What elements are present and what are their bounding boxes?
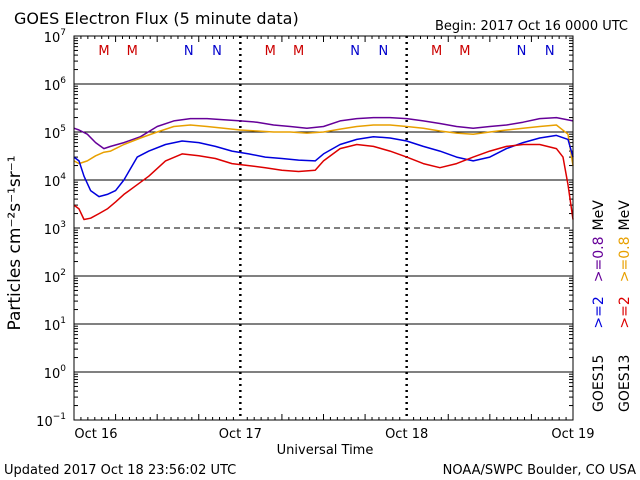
marker-n: N [184, 44, 194, 59]
plot-area [73, 35, 574, 421]
legend-column-goes13: GOES13 >=2 >=0.8 MeV [617, 200, 633, 412]
y-tick-label: 100 [44, 364, 67, 382]
legend-entry: >=2 [591, 296, 607, 328]
legend: GOES15 >=2 >=0.8 MeV GOES13 >=2 >=0.8 MeV [591, 200, 633, 412]
marker-m: M [459, 44, 470, 59]
legend-unit: MeV [591, 200, 607, 231]
begin-time: Begin: 2017 Oct 16 0000 UTC [435, 19, 628, 34]
credit: NOAA/SWPC Boulder, CO USA [443, 463, 636, 478]
series-line-4 [73, 143, 574, 221]
x-axis-label: Universal Time [277, 443, 374, 458]
series-line-3 [73, 134, 574, 198]
series-line-2 [73, 124, 574, 166]
x-tick-label: Oct 16 [74, 427, 117, 442]
marker-m: M [293, 44, 304, 59]
legend-entry: >=2 [617, 296, 633, 328]
x-tick-label: Oct 17 [219, 427, 262, 442]
marker-m: M [265, 44, 276, 59]
legend-entry: >=0.8 [591, 236, 607, 282]
x-tick-labels: Oct 16 Oct 17 Oct 18 Oct 19 [74, 427, 594, 442]
legend-satellite-label: GOES15 [591, 355, 607, 412]
y-tick-label: 107 [44, 28, 66, 46]
marker-n: N [517, 44, 527, 59]
y-tick-label: 10−1 [36, 412, 66, 430]
legend-unit: MeV [617, 200, 633, 231]
legend-satellite-label: GOES13 [617, 355, 633, 412]
updated-time: Updated 2017 Oct 18 23:56:02 UTC [4, 463, 236, 478]
marker-m: M [431, 44, 442, 59]
marker-n: N [379, 44, 389, 59]
marker-n: N [350, 44, 360, 59]
series-line-1 [73, 116, 574, 150]
y-tick-label: 105 [44, 124, 66, 142]
y-tick-label: 103 [44, 220, 66, 238]
series-lines [73, 116, 574, 221]
y-tick-label: 101 [44, 316, 66, 334]
legend-entry: >=0.8 [617, 236, 633, 282]
marker-n: N [545, 44, 555, 59]
grid-lines [74, 36, 573, 420]
x-tick-label: Oct 18 [385, 427, 428, 442]
marker-n: N [212, 44, 222, 59]
marker-m: M [127, 44, 138, 59]
chart-title: GOES Electron Flux (5 minute data) [14, 9, 299, 28]
y-tick-labels: 107 106 105 104 103 102 101 100 10−1 [36, 28, 66, 430]
x-tick-label: Oct 19 [551, 427, 594, 442]
marker-m: M [98, 44, 109, 59]
y-tick-label: 104 [44, 172, 67, 190]
legend-column-goes15: GOES15 >=2 >=0.8 MeV [591, 200, 607, 412]
y-tick-label: 106 [44, 76, 67, 94]
y-axis-label: Particles cm⁻²s⁻¹sr⁻¹ [5, 155, 25, 330]
y-tick-label: 102 [44, 268, 66, 286]
